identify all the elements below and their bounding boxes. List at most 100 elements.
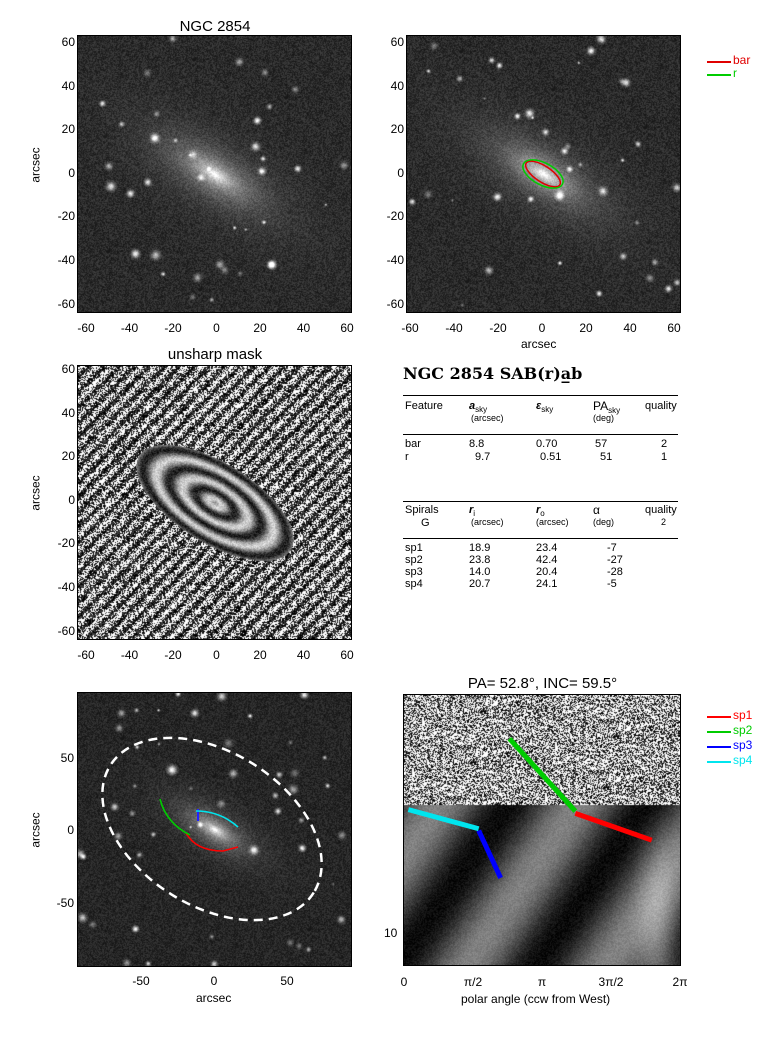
- th-ri: r: [469, 504, 474, 516]
- p1-yt-label: -40: [57, 253, 75, 267]
- legend-sp2-line: [707, 731, 731, 733]
- p1-yt-label: 60: [61, 35, 75, 49]
- th-quality2: quality: [645, 504, 677, 516]
- panel5-ytick: -50: [56, 896, 74, 910]
- legend-sp4-line: [707, 761, 731, 763]
- p2-xt-label: 20: [579, 321, 593, 335]
- panel6-xtick: 0: [400, 975, 408, 989]
- table-row-alpha: -27: [607, 554, 623, 566]
- spiral-arc-sp2: [159, 798, 191, 836]
- legend-sp1-line: [707, 716, 731, 718]
- th-ri-unit: (arcsec): [471, 517, 504, 527]
- table-row-quality: 2: [661, 438, 668, 450]
- p3-yt-label: 20: [61, 449, 75, 464]
- legend-r-label: r: [733, 66, 737, 80]
- galaxy-image: [77, 35, 352, 313]
- panel3-ylabel: arcsec: [28, 475, 43, 511]
- table-row-a: 9.7: [475, 451, 491, 463]
- spiral-arc-sp1: [185, 832, 239, 852]
- p3-xt-label: 0: [213, 648, 220, 662]
- parameter-table: NGC 2854 SAB(r)a̲b Feature asky (arcsec)…: [403, 364, 678, 605]
- legend-sp2-label: sp2: [733, 723, 753, 737]
- table-row-alpha: -7: [607, 542, 617, 554]
- th-g: G: [421, 517, 430, 529]
- p1-yt-label: 40: [61, 78, 75, 93]
- legend-sp3-line: [707, 746, 731, 748]
- th-spirals: Spirals: [405, 504, 439, 516]
- table-row-e: 0.70: [536, 438, 558, 450]
- p1-yt-label: 20: [61, 122, 75, 137]
- table-row-pa: 57: [595, 438, 608, 450]
- th-a: a: [469, 400, 476, 412]
- th-alpha: α: [593, 503, 600, 517]
- panel2-xlabel: arcsec: [521, 337, 557, 351]
- th-pa: PA: [593, 399, 609, 413]
- p3-yt-label: 40: [61, 405, 75, 420]
- table-row-ro: 23.4: [536, 542, 558, 554]
- table-row-ro: 20.4: [536, 566, 558, 578]
- p3-yt-label: -20: [57, 536, 75, 551]
- table-row-alpha: -5: [607, 578, 617, 590]
- table-row-ro: 24.1: [536, 578, 558, 590]
- th-quality: quality: [645, 400, 677, 412]
- th-ro: r: [536, 504, 541, 516]
- ring-ellipse: [522, 159, 564, 189]
- p1-yt-label: -20: [57, 209, 75, 224]
- p2-yt-label: 20: [390, 122, 404, 137]
- p1-xt-label: 60: [340, 321, 354, 335]
- table-title: NGC 2854 SAB(r)a̲b: [403, 364, 583, 383]
- table-row-ro: 42.4: [536, 554, 558, 566]
- table-row-spiral: sp2: [405, 554, 423, 566]
- p3-yt-label: -40: [57, 580, 75, 594]
- unsharp-mask-image: [77, 365, 352, 640]
- panel3-title: unsharp mask: [167, 346, 263, 363]
- panel6-xtick: 3π/2: [598, 975, 624, 989]
- polar-line-sp3: [476, 829, 503, 879]
- p3-yt-label: 0: [68, 492, 75, 507]
- p1-yt-label: 0: [68, 165, 75, 180]
- panel1-ylabel: arcsec: [28, 147, 43, 183]
- spiral-arc-sp4: [195, 810, 239, 828]
- p2-yt-label: 0: [397, 165, 404, 180]
- th-pa-unit: (deg): [593, 413, 615, 423]
- panel5-xtick: 0: [210, 974, 218, 988]
- p1-xt-label: -40: [120, 321, 139, 335]
- ellipse-overlay: [522, 159, 564, 189]
- p2-yt-label: 40: [390, 78, 404, 93]
- legend-sp1-label: sp1: [733, 708, 753, 722]
- polar-line-sp4: [407, 807, 480, 832]
- p2-yt-label: -40: [386, 253, 404, 267]
- table-row-ri: 20.7: [469, 578, 491, 590]
- legend-bar-line: [707, 61, 731, 63]
- th-ro-sub: o: [540, 509, 545, 519]
- p1-xt-label: 20: [253, 321, 267, 335]
- p1-xt-label: 40: [296, 321, 311, 335]
- table-row-alpha: -28: [607, 566, 623, 578]
- p2-xt-label: -60: [401, 321, 419, 335]
- table-row-spiral: sp4: [405, 578, 423, 590]
- legend-bar-label: bar: [733, 53, 751, 67]
- polar-plot: [403, 694, 681, 966]
- table-row-feature: r: [405, 451, 409, 463]
- panel5-xlabel: arcsec: [196, 991, 232, 1005]
- table-row-spiral: sp1: [405, 542, 423, 554]
- table-row-spiral: sp3: [405, 566, 423, 578]
- p3-xt-label: 20: [253, 648, 267, 662]
- panel1-title: NGC 2854: [179, 18, 251, 35]
- table-row-pa: 51: [600, 451, 613, 463]
- panel5-xtick: -50: [132, 974, 150, 988]
- p3-yt-label: -60: [57, 623, 75, 638]
- bar-ellipse: [524, 160, 562, 188]
- p1-yt-label: -60: [57, 296, 75, 311]
- p1-xt-label: -20: [164, 321, 182, 335]
- spiral-arms-image: [77, 692, 352, 967]
- table-row-feature: bar: [405, 438, 421, 450]
- p2-xt-label: -40: [445, 321, 463, 335]
- polar-line-sp1: [574, 810, 653, 843]
- th-e: ε: [536, 400, 542, 412]
- p2-xt-label: 0: [538, 321, 546, 335]
- polar-line-sp2: [507, 736, 578, 813]
- legend-sp3-label: sp3: [733, 738, 753, 752]
- table-row-ri: 23.8: [469, 554, 491, 566]
- th-e-sub: sky: [541, 405, 554, 415]
